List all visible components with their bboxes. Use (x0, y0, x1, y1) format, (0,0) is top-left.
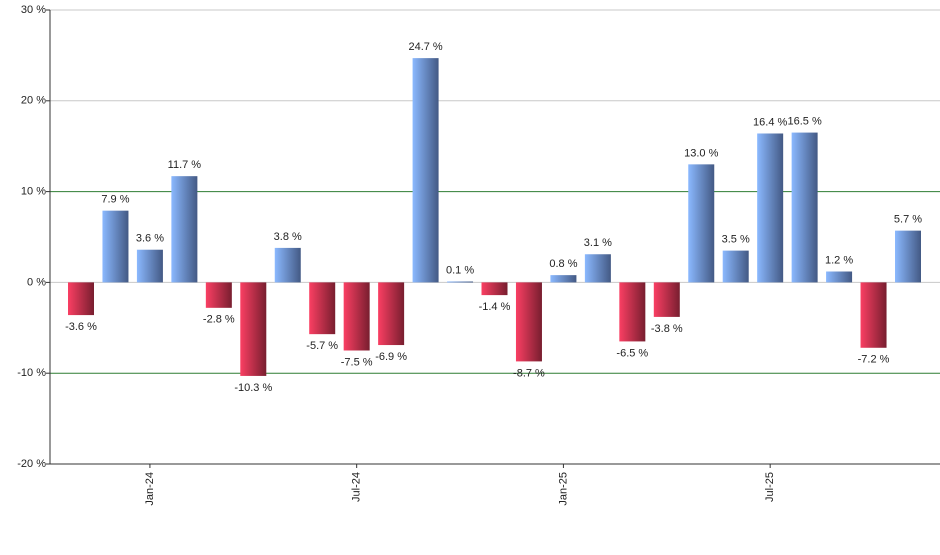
value-label: 3.1 % (584, 237, 612, 249)
bar (171, 176, 198, 283)
x-tick-label: Jul-25 (764, 472, 776, 502)
value-label: -8.7 % (513, 367, 545, 379)
value-label: 13.0 % (684, 147, 718, 159)
bar (102, 210, 129, 283)
y-tick-label: 10 % (21, 186, 46, 198)
value-label: 7.9 % (101, 194, 129, 206)
bar (550, 275, 577, 283)
bar (481, 282, 508, 296)
x-tick-label: Jan-25 (557, 472, 569, 506)
bar (68, 282, 94, 316)
bar (136, 249, 163, 283)
bar (378, 282, 405, 346)
value-label: 3.5 % (722, 234, 750, 246)
value-label: 0.8 % (549, 258, 577, 270)
y-tick-label: 20 % (21, 95, 46, 107)
y-tick-label: 30 % (21, 4, 46, 16)
bar (860, 282, 887, 348)
bar (653, 282, 680, 317)
bar (688, 164, 715, 283)
value-label: 11.7 % (168, 159, 202, 171)
bar (619, 282, 646, 342)
bar (826, 271, 853, 283)
value-label: -7.2 % (858, 354, 890, 366)
value-label: -10.3 % (234, 382, 272, 394)
value-label: -3.8 % (651, 323, 683, 335)
bar (515, 282, 542, 362)
x-tick-label: Jan-24 (144, 472, 156, 506)
bar (447, 281, 474, 283)
value-label: 0.1 % (446, 264, 474, 276)
value-label: 3.8 % (274, 231, 302, 243)
y-tick-label: 0 % (27, 276, 46, 288)
value-label: 3.6 % (136, 233, 164, 245)
value-label: 24.7 % (408, 41, 442, 53)
value-label: -3.6 % (65, 321, 97, 333)
bar (584, 254, 611, 283)
bar (343, 282, 370, 351)
value-label: -2.8 % (203, 314, 235, 326)
y-tick-label: -20 % (17, 458, 46, 470)
value-label: -5.7 % (306, 340, 338, 352)
y-tick-label: -10 % (17, 367, 46, 379)
bar (205, 282, 232, 308)
bar (309, 282, 336, 335)
bar (791, 132, 818, 283)
value-label: -7.5 % (341, 356, 373, 368)
value-label: 1.2 % (825, 254, 853, 266)
value-label: 5.7 % (894, 214, 922, 226)
x-tick-label: Jul-24 (351, 472, 363, 502)
bar (895, 230, 921, 283)
bar (274, 247, 301, 283)
bar (722, 250, 749, 283)
value-label: -6.5 % (616, 347, 648, 359)
value-label: 16.5 % (788, 115, 822, 127)
value-label: -1.4 % (479, 301, 511, 313)
bar (240, 282, 267, 376)
value-label: 16.4 % (753, 116, 787, 128)
value-label: -6.9 % (375, 351, 407, 363)
bar (412, 58, 439, 283)
bar (757, 133, 784, 283)
